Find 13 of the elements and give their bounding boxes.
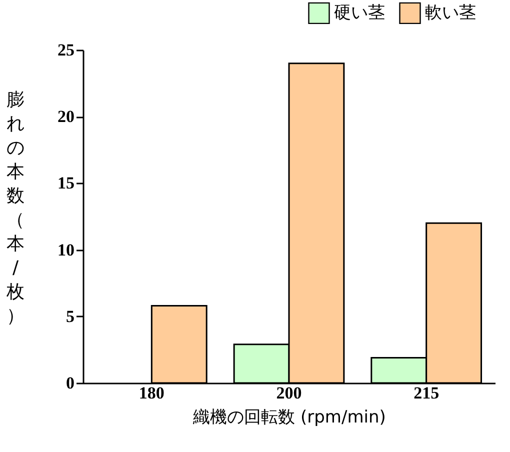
x-tick-label: 200	[276, 384, 302, 402]
legend-label: 軟い茎	[425, 3, 476, 24]
y-tick-label: 10	[58, 240, 74, 260]
y-tick-label: 20	[58, 107, 74, 126]
x-tick-label: 215	[414, 384, 440, 402]
legend-label: 硬い茎	[334, 3, 385, 24]
y-tick-label: 25	[58, 40, 74, 60]
x-axis-title: 織機の回転数 (rpm/min)	[192, 408, 386, 428]
y-tick-label: 0	[66, 374, 74, 392]
x-tick-label: 180	[138, 384, 164, 402]
y-tick-label: 15	[58, 174, 74, 193]
text: 膨れの本数（本/枚）	[6, 90, 24, 326]
y-tick-label: 5	[66, 306, 74, 326]
